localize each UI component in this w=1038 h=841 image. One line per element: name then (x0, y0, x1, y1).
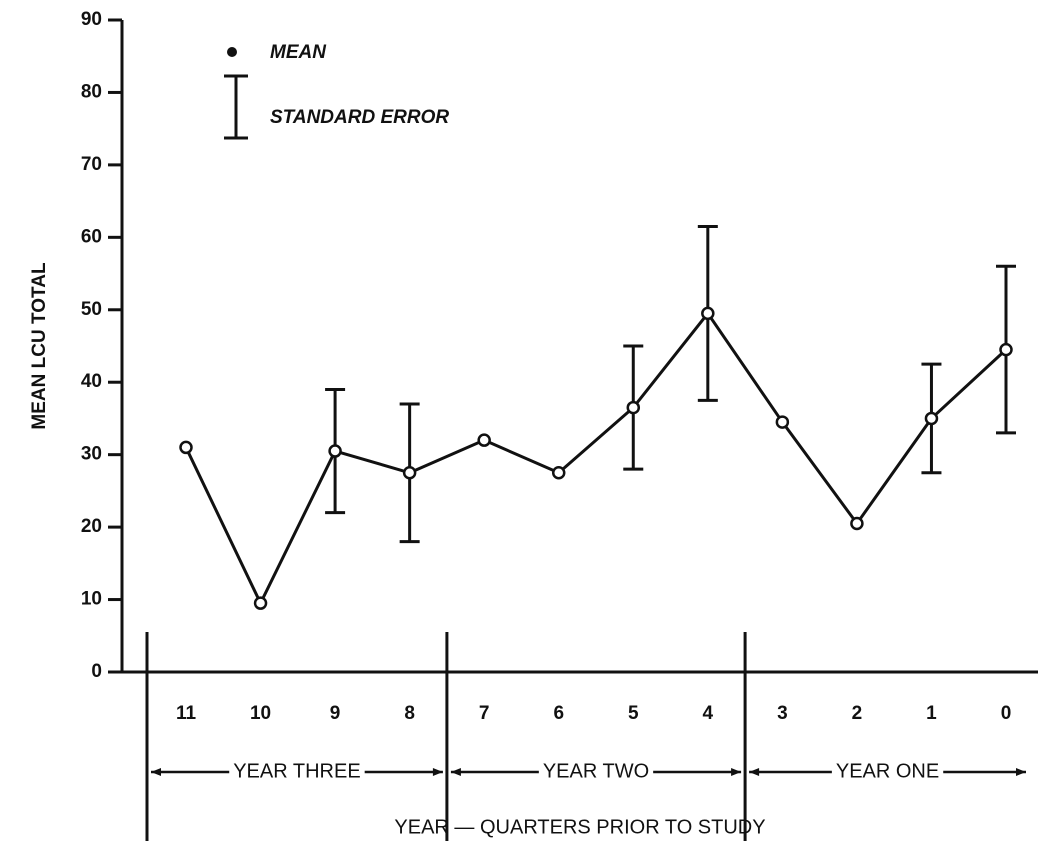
point (701, 306, 715, 321)
x-tick-label: 9 (330, 703, 341, 724)
legend-error-icon (224, 74, 248, 140)
arrow-head (749, 768, 760, 776)
point (477, 433, 491, 447)
y-tick-label: 20 (81, 516, 102, 537)
arrow-head (450, 768, 461, 776)
group-label: YEAR ONE (836, 760, 939, 782)
y-tick-label: 0 (91, 661, 102, 682)
point (179, 440, 193, 455)
series-line (184, 310, 1008, 607)
x-tick-label: 4 (703, 703, 714, 724)
y-tick-label: 40 (81, 371, 102, 392)
y-tick-label: 80 (81, 81, 102, 102)
x-axis-label: YEAR — QUARTERS PRIOR TO STUDY (394, 816, 765, 838)
arrow-head (432, 768, 443, 776)
y-tick-label: 90 (81, 9, 102, 30)
arrow-head (1016, 768, 1026, 776)
x-tick-label: 5 (628, 703, 639, 724)
point (999, 342, 1013, 357)
point (924, 411, 939, 426)
x-tick-label: 2 (852, 703, 863, 724)
y-tick-label: 10 (81, 589, 102, 610)
y-tick-label: 60 (81, 226, 102, 247)
x-tick-label: 3 (777, 703, 788, 724)
legend-error-label: STANDARD ERROR (270, 107, 449, 128)
arrow-head (731, 768, 742, 776)
arrow-head (151, 768, 161, 776)
x-tick-label: 0 (1001, 703, 1012, 724)
point (850, 516, 864, 531)
point (626, 400, 641, 415)
x-tick-label: 1 (926, 703, 937, 724)
point (328, 444, 342, 458)
point (253, 596, 268, 610)
x-tick-label: 7 (479, 703, 490, 724)
group-label: YEAR THREE (233, 760, 360, 782)
y-tick-label: 50 (81, 299, 102, 320)
group-label: YEAR TWO (543, 760, 649, 782)
legend-marker (227, 47, 237, 57)
y-axis-label: MEAN LCU TOTAL (29, 262, 50, 430)
x-tick-label: 10 (250, 703, 271, 724)
x-tick-label: 8 (404, 703, 415, 724)
point (402, 466, 417, 480)
point (775, 415, 790, 429)
point (551, 466, 566, 480)
legend-label: MEAN (270, 42, 327, 63)
y-tick-label: 30 (81, 444, 102, 465)
y-tick-label: 70 (81, 154, 102, 175)
x-tick-label: 11 (176, 703, 197, 724)
x-tick-label: 6 (553, 703, 564, 724)
